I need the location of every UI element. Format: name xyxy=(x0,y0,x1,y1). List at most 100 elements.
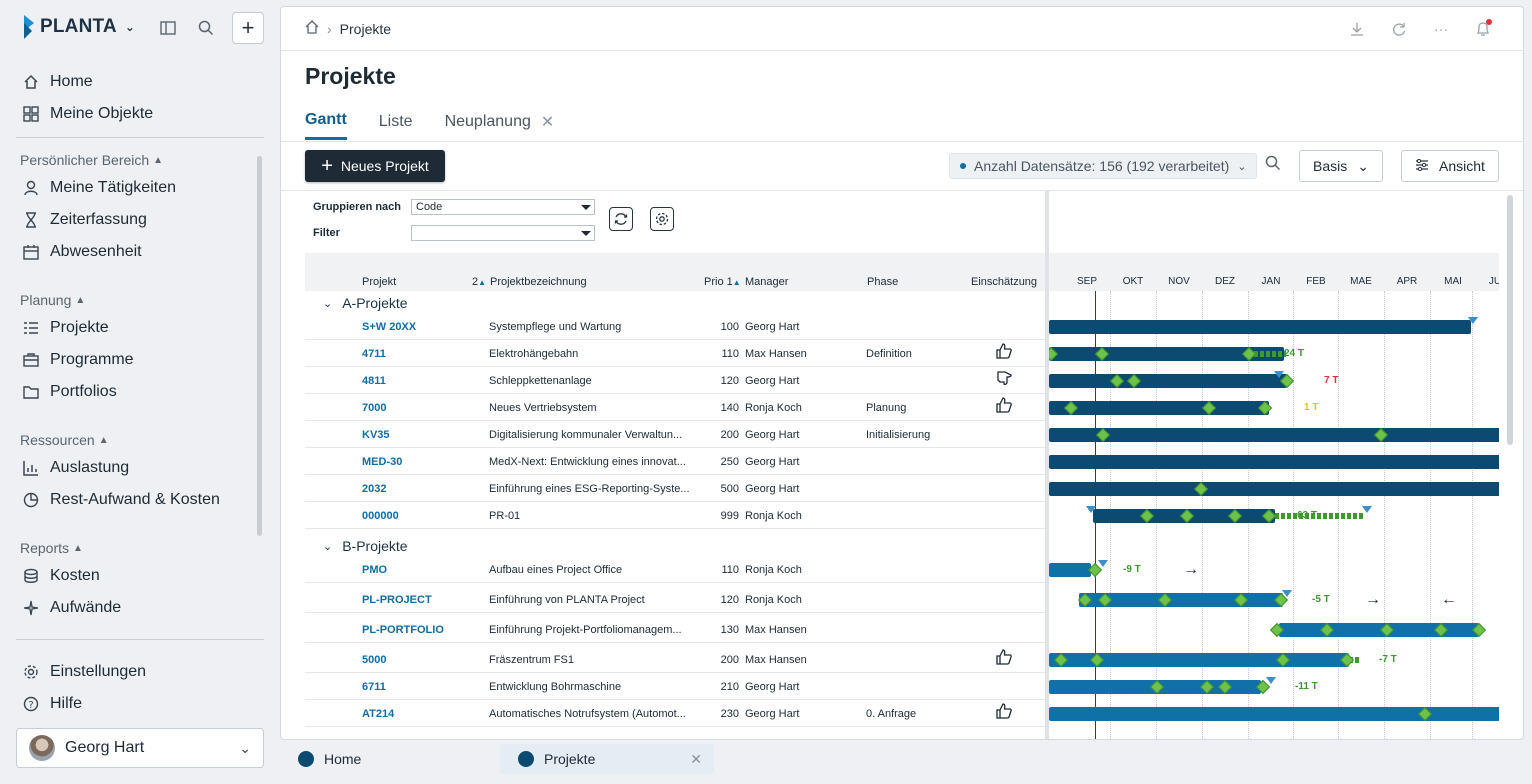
col-sort-indicator[interactable]: 2▲ xyxy=(472,276,486,288)
section-header[interactable]: Persönlicher Bereich ▲ xyxy=(16,148,264,172)
table-row[interactable]: PL-PORTFOLIO Einführung Projekt-Portfolio… xyxy=(305,616,1045,643)
tab-gantt[interactable]: Gantt xyxy=(305,111,347,140)
more-icon[interactable]: ··· xyxy=(1434,21,1448,37)
gantt-bar[interactable] xyxy=(1079,593,1283,607)
planta-logo[interactable]: PLANTA ⌄ xyxy=(22,14,135,40)
project-code-link[interactable]: PL-PORTFOLIO xyxy=(362,624,444,636)
gantt-bar[interactable] xyxy=(1049,707,1499,721)
col-manager[interactable]: Manager xyxy=(745,276,789,288)
download-icon[interactable] xyxy=(1347,17,1367,41)
bottom-tab-home[interactable]: Home xyxy=(280,744,490,774)
refresh-button[interactable] xyxy=(609,207,633,231)
table-row[interactable]: PMO Aufbau eines Project Office 110 Ronja K… xyxy=(305,556,1045,583)
project-phase: Initialisierung xyxy=(866,429,931,441)
project-code-link[interactable]: 7000 xyxy=(362,402,387,414)
nav-item-zeiterfassung[interactable]: Zeiterfassung xyxy=(16,204,264,236)
nav-item-auslastung[interactable]: Auslastung xyxy=(16,452,264,484)
project-code-link[interactable]: PMO xyxy=(362,564,388,576)
record-count[interactable]: Anzahl Datensätze: 156 (192 verarbeitet)… xyxy=(949,153,1258,179)
sidebar-scrollbar[interactable] xyxy=(257,156,262,536)
project-code-link[interactable]: 5000 xyxy=(362,654,387,666)
project-code-link[interactable]: 4811 xyxy=(362,375,386,387)
table-row[interactable]: KV35 Digitalisierung kommunaler Verwaltun… xyxy=(305,421,1045,448)
table-row[interactable]: 5000 Fräszentrum FS1 200 Max Hansen xyxy=(305,646,1045,673)
table-row[interactable]: 6711 Entwicklung Bohrmaschine 210 Georg Har… xyxy=(305,673,1045,700)
nav-item-programme[interactable]: Programme xyxy=(16,344,264,376)
nav-section-planung: Planung ▲ Projekte Programme Portfolios xyxy=(16,288,264,408)
vertical-scrollbar[interactable] xyxy=(1507,195,1513,445)
section-header[interactable]: Ressourcen ▲ xyxy=(16,428,264,452)
user-menu[interactable]: Georg Hart ⌄ xyxy=(16,728,264,768)
table-row[interactable]: S+W 20XX Systempflege und Wartung 100 Georg… xyxy=(305,313,1045,340)
tab-liste[interactable]: Liste xyxy=(379,111,413,140)
gantt-bar[interactable] xyxy=(1049,482,1499,496)
close-icon[interactable]: ✕ xyxy=(540,113,555,131)
gantt-bar[interactable] xyxy=(1049,374,1287,388)
nav-item-kosten[interactable]: Kosten xyxy=(16,560,264,592)
gantt-bar[interactable] xyxy=(1049,401,1269,415)
ansicht-button[interactable]: Ansicht xyxy=(1401,150,1499,182)
splitter[interactable] xyxy=(1045,191,1049,739)
project-code-link[interactable]: 2032 xyxy=(362,483,387,495)
nav-item-portfolios[interactable]: Portfolios xyxy=(16,376,264,408)
table-row[interactable]: MED-30 MedX-Next: Entwicklung eines innov… xyxy=(305,448,1045,475)
group-by-select[interactable]: Code xyxy=(411,199,595,215)
nav-item-projekte[interactable]: Projekte xyxy=(16,312,264,344)
project-code-link[interactable]: 6711 xyxy=(362,681,386,693)
nav-item-home[interactable]: Home xyxy=(16,66,264,98)
sidebar-toggle-icon[interactable] xyxy=(156,13,180,43)
gantt-bar[interactable] xyxy=(1049,653,1349,667)
search-icon[interactable] xyxy=(194,13,218,43)
section-header[interactable]: Planung ▲ xyxy=(16,288,264,312)
nav-item-einstellungen[interactable]: Einstellungen xyxy=(16,656,264,688)
col-prio[interactable]: Prio 1▲ xyxy=(704,276,741,288)
bottom-tab-projekte[interactable]: Projekte ✕ xyxy=(500,744,714,774)
section-header[interactable]: Reports ▲ xyxy=(16,536,264,560)
group-header[interactable]: ⌄ A-Projekte xyxy=(323,295,408,311)
nav-item-hilfe[interactable]: ? Hilfe xyxy=(16,688,264,720)
group-header[interactable]: ⌄ B-Projekte xyxy=(323,538,408,554)
add-button[interactable]: + xyxy=(232,12,264,44)
gantt-bar[interactable] xyxy=(1049,428,1499,442)
table-row[interactable]: PL-PROJECT Einführung von PLANTA Project 1… xyxy=(305,586,1045,613)
nav-item-aufwaende[interactable]: Aufwände xyxy=(16,592,264,624)
col-einschaetzung[interactable]: Einschätzung xyxy=(971,276,1038,288)
table-row[interactable]: AT214 Automatisches Notrufsystem (Automot… xyxy=(305,700,1045,727)
col-phase[interactable]: Phase xyxy=(867,276,899,288)
project-code-link[interactable]: 000000 xyxy=(362,510,399,522)
table-row[interactable]: 4711 Elektrohängebahn 110 Max Hansen Definit… xyxy=(305,340,1045,367)
bell-icon[interactable] xyxy=(1473,17,1493,41)
nav-item-meine-objekte[interactable]: Meine Objekte xyxy=(16,98,264,130)
refresh-icon[interactable] xyxy=(1389,17,1409,41)
pie-chart-icon xyxy=(22,491,40,509)
nav-item-taetigkeiten[interactable]: Meine Tätigkeiten xyxy=(16,172,264,204)
filter-select[interactable] xyxy=(411,225,595,241)
gantt-bar[interactable] xyxy=(1049,455,1499,469)
project-code-link[interactable]: PL-PROJECT xyxy=(362,594,432,606)
new-project-button[interactable]: + Neues Projekt xyxy=(305,150,445,182)
gantt-bar[interactable] xyxy=(1049,563,1091,577)
col-bezeichnung[interactable]: Projektbezeichnung xyxy=(490,276,587,288)
project-code-link[interactable]: 4711 xyxy=(362,348,386,360)
basis-dropdown[interactable]: Basis ⌄ xyxy=(1299,150,1383,182)
nav-item-abwesenheit[interactable]: Abwesenheit xyxy=(16,236,264,268)
table-row[interactable]: 2032 Einführung eines ESG-Reporting-Syste… xyxy=(305,475,1045,502)
table-row[interactable]: 4811 Schleppkettenanlage 120 Georg Hart xyxy=(305,367,1045,394)
nav-item-rest-aufwand[interactable]: Rest-Aufwand & Kosten xyxy=(16,484,264,516)
project-code-link[interactable]: KV35 xyxy=(362,429,390,441)
project-code-link[interactable]: S+W 20XX xyxy=(362,321,417,333)
settings-button[interactable] xyxy=(650,207,674,231)
home-icon[interactable] xyxy=(305,20,319,37)
project-code-link[interactable]: AT214 xyxy=(362,708,395,720)
close-icon[interactable]: ✕ xyxy=(690,750,702,767)
chevron-down-icon[interactable]: ⌄ xyxy=(323,540,333,553)
gantt-bar[interactable] xyxy=(1049,347,1284,361)
project-code-link[interactable]: MED-30 xyxy=(362,456,403,468)
search-icon[interactable] xyxy=(1265,155,1281,176)
tab-neuplanung[interactable]: Neuplanung ✕ xyxy=(445,111,555,140)
chevron-down-icon[interactable]: ⌄ xyxy=(323,297,333,310)
table-row[interactable]: 7000 Neues Vertriebsystem 140 Ronja Koch Pla… xyxy=(305,394,1045,421)
table-row[interactable]: 000000 PR-01 999 Ronja Koch xyxy=(305,502,1045,529)
col-projekt[interactable]: Projekt xyxy=(362,276,397,288)
gantt-bar[interactable] xyxy=(1049,320,1471,334)
